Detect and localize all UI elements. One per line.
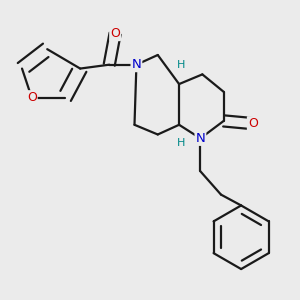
Text: O: O: [248, 117, 258, 130]
Text: N: N: [196, 132, 205, 145]
Text: H: H: [177, 61, 185, 70]
Text: N: N: [132, 58, 141, 71]
Text: O: O: [27, 91, 37, 104]
Text: H: H: [177, 138, 185, 148]
Text: O: O: [110, 27, 120, 40]
